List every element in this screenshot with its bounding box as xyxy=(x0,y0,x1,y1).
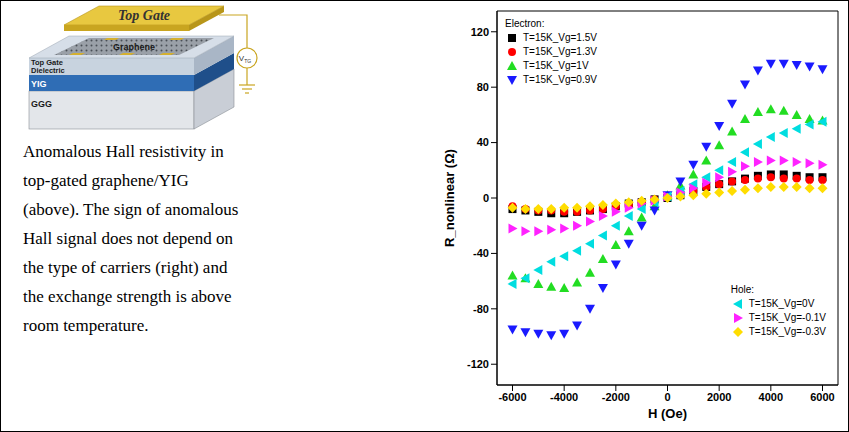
html-text:Electron:: Electron: xyxy=(505,18,545,29)
html-text:T=15K_Vg=0V: T=15K_Vg=0V xyxy=(748,298,815,309)
html-text:(above). The sign of anomalous: (above). The sign of anomalous xyxy=(23,200,239,219)
svg-text:120: 120 xyxy=(471,26,489,38)
html-text:Anomalous Hall resistivity in: Anomalous Hall resistivity in xyxy=(23,142,224,161)
html-text:H (Oe): H (Oe) xyxy=(648,406,687,421)
html-text:top-gated graphene/YIG: top-gated graphene/YIG xyxy=(23,171,189,190)
svg-text:Dielectric: Dielectric xyxy=(31,66,65,75)
svg-text:Graphene: Graphene xyxy=(113,42,155,52)
svg-text:0: 0 xyxy=(483,192,489,204)
svg-text:-6000: -6000 xyxy=(498,391,526,403)
svg-text:80: 80 xyxy=(477,81,489,93)
html-text:T=15K_Vg=1V: T=15K_Vg=1V xyxy=(523,60,589,71)
html-text:T=15K_Vg=0.9V: T=15K_Vg=0.9V xyxy=(523,74,597,85)
svg-text:GGG: GGG xyxy=(31,99,52,109)
svg-text:2000: 2000 xyxy=(707,391,731,403)
svg-text:4000: 4000 xyxy=(759,391,783,403)
html-text:R_nonlinear (Ω): R_nonlinear (Ω) xyxy=(442,149,457,247)
html-text:the exchange strength is above: the exchange strength is above xyxy=(23,287,232,306)
svg-text:YIG: YIG xyxy=(31,79,47,89)
html-text:T=15K_Vg=1.5V: T=15K_Vg=1.5V xyxy=(523,32,597,43)
svg-text:VTG: VTG xyxy=(239,54,251,64)
html-text:T=15K_Vg=1.3V: T=15K_Vg=1.3V xyxy=(523,46,597,57)
html-text:Hole:: Hole: xyxy=(730,284,755,295)
html-text:T=15K_Vg=-0.3V: T=15K_Vg=-0.3V xyxy=(748,326,826,337)
svg-text:-80: -80 xyxy=(473,303,489,315)
html-text:Hall signal does not depend on: Hall signal does not depend on xyxy=(23,229,234,248)
svg-text:0: 0 xyxy=(664,391,670,403)
svg-text:40: 40 xyxy=(477,136,489,148)
svg-text:-4000: -4000 xyxy=(550,391,578,403)
svg-text:-120: -120 xyxy=(467,358,489,370)
svg-text:-40: -40 xyxy=(473,247,489,259)
svg-text:-2000: -2000 xyxy=(602,391,630,403)
html-text:room temperature.: room temperature. xyxy=(23,316,149,335)
svg-text:Top Gate: Top Gate xyxy=(31,58,63,67)
svg-text:Top Gate: Top Gate xyxy=(118,8,170,23)
html-text:the type of carriers (right) a: the type of carriers (right) and xyxy=(23,258,228,277)
html-text:T=15K_Vg=-0.1V: T=15K_Vg=-0.1V xyxy=(748,312,826,323)
svg-text:6000: 6000 xyxy=(810,391,834,403)
